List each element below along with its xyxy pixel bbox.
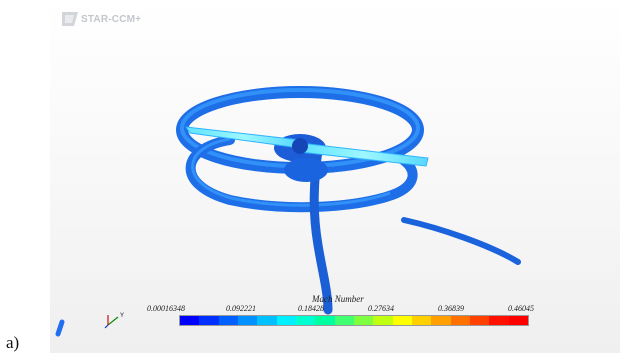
colorbar-swatch <box>469 316 490 325</box>
colorbar-swatch <box>180 316 200 325</box>
colorbar-swatch <box>315 316 335 325</box>
axis-triad-icon: Y <box>104 313 124 329</box>
star-ccm-logo-icon <box>62 12 78 26</box>
colorbar-swatch <box>431 316 451 325</box>
triad-y-label: Y <box>120 313 124 319</box>
colorbar-swatch <box>218 316 238 325</box>
app-brand-name: STAR-CCM+ <box>81 13 142 25</box>
detached-vortex-right <box>401 217 521 265</box>
colorbar-swatch <box>199 316 219 325</box>
app-logo: STAR-CCM+ <box>62 12 141 26</box>
legend-colorbar <box>179 315 529 326</box>
colorbar-swatch <box>295 316 316 325</box>
legend-tick-1: 0.092221 <box>226 304 256 313</box>
colorbar-swatch <box>508 316 528 325</box>
legend-title: Mach Number <box>312 294 364 304</box>
rotor-hub <box>292 138 308 154</box>
legend-tick-0: 0.00016348 <box>147 304 185 313</box>
render-viewport[interactable] <box>50 0 620 353</box>
colorbar-swatch <box>411 316 432 325</box>
colorbar-swatch <box>392 316 412 325</box>
mach-number-legend: Mach Number 0.00016348 0.092221 0.18428 … <box>140 294 540 334</box>
colorbar-swatch <box>353 316 374 325</box>
colorbar-swatch <box>237 316 258 325</box>
colorbar-swatch <box>373 316 393 325</box>
legend-tick-4: 0.36839 <box>438 304 464 313</box>
colorbar-swatch <box>450 316 470 325</box>
colorbar-swatch <box>489 316 509 325</box>
legend-tick-5: 0.46045 <box>508 304 534 313</box>
legend-tick-2: 0.18428 <box>298 304 324 313</box>
colorbar-swatch <box>276 316 296 325</box>
colorbar-swatch <box>334 316 354 325</box>
legend-tick-3: 0.27634 <box>368 304 394 313</box>
detached-vortex-left <box>55 319 65 337</box>
colorbar-swatch <box>257 316 277 325</box>
panel-label: a) <box>6 333 20 352</box>
